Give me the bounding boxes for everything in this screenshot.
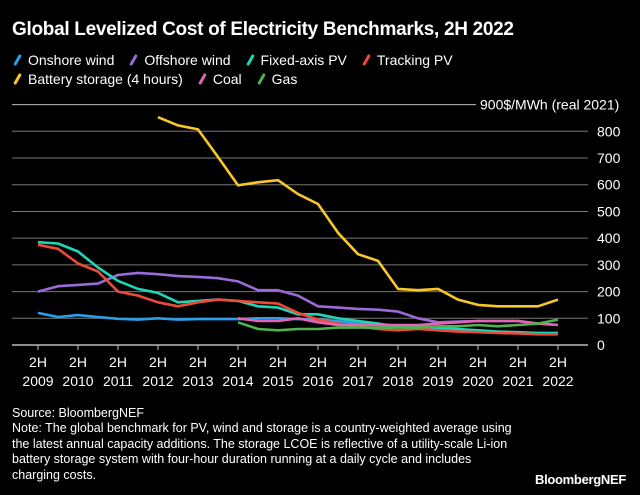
x-tick-label-half: 2H [309, 354, 327, 370]
legend-item-battery-storage: Battery storage (4 hours) [12, 71, 183, 87]
legend-label: Onshore wind [28, 52, 115, 68]
gridlines [12, 104, 588, 346]
legend-label: Fixed-axis PV [260, 52, 347, 68]
legend-row-2: Battery storage (4 hours) Coal Gas [12, 71, 311, 87]
x-tick-label-year: 2018 [382, 373, 413, 389]
legend-label: Battery storage (4 hours) [28, 71, 183, 87]
legend-row-1: Onshore wind Offshore wind Fixed-axis PV… [12, 52, 467, 68]
x-tick-label-half: 2H [229, 354, 247, 370]
y-tick-label: 0 [597, 337, 605, 353]
x-tick-label-half: 2H [149, 354, 167, 370]
bloombergnef-logo: BloombergNEF [534, 472, 626, 487]
x-tick-label-year: 2015 [262, 373, 293, 389]
legend-item-offshore-wind: Offshore wind [128, 52, 231, 68]
legend-item-onshore-wind: Onshore wind [12, 52, 114, 68]
legend-label: Offshore wind [144, 52, 231, 68]
x-tick-label-year: 2013 [182, 373, 213, 389]
x-tick-label-year: 2017 [342, 373, 373, 389]
x-tick-label-year: 2022 [542, 373, 573, 389]
x-tick-label-half: 2H [269, 354, 287, 370]
y-tick-label: 800 [597, 123, 621, 139]
y-tick-label: 600 [597, 177, 621, 193]
x-tick-label-half: 2H [549, 354, 567, 370]
legend-label: Coal [212, 71, 242, 87]
y-tick-label: 700 [597, 150, 621, 166]
x-tick-label-half: 2H [469, 354, 487, 370]
x-tick-label-half: 2H [69, 354, 87, 370]
x-tick-label-half: 2H [389, 354, 407, 370]
legend-item-fixed-axis-pv: Fixed-axis PV [245, 52, 347, 68]
x-tick-label-half: 2H [429, 354, 447, 370]
series-line-gas [237, 318, 559, 332]
x-tick-label-half: 2H [29, 354, 47, 370]
x-tick-label-year: 2016 [302, 373, 333, 389]
legend-label: Tracking PV [376, 52, 453, 68]
x-tick-label-year: 2012 [142, 373, 173, 389]
y-tick-label: 900$/MWh (real 2021) [480, 97, 619, 113]
x-tick-label-year: 2011 [103, 373, 133, 389]
legend-label: Gas [271, 71, 298, 87]
x-tick-label-year: 2014 [222, 373, 253, 389]
x-tick-label-half: 2H [109, 354, 127, 370]
legend-item-coal: Coal [197, 71, 242, 87]
series-line-fixed-axis-pv [37, 240, 558, 335]
y-tick-label: 100 [597, 310, 621, 326]
chart-title: Global Levelized Cost of Electricity Ben… [12, 19, 514, 40]
y-tick-label: 500 [597, 203, 621, 219]
x-tick-labels: 2H 2009 2H 2010 2H 2011 2H 2012 2H 2013 2H 2014 2H 20… [22, 345, 574, 389]
x-tick-label-year: 2019 [422, 373, 453, 389]
source-text: Source: BloombergNEF [12, 406, 145, 420]
x-tick-label-year: 2009 [22, 373, 53, 389]
series-lines [37, 115, 559, 336]
y-tick-labels: 0 100 200 300 400 500 600 700 800 900$/MWh (real … [480, 97, 621, 353]
x-tick-label-year: 2021 [502, 373, 533, 389]
x-tick-label-year: 2020 [462, 373, 493, 389]
series-line-tracking-pv [37, 243, 558, 336]
y-tick-label: 300 [597, 257, 621, 273]
legend-item-tracking-pv: Tracking PV [361, 52, 453, 68]
y-tick-label: 400 [597, 230, 621, 246]
x-tick-label-half: 2H [189, 354, 207, 370]
note-text: Note: The global benchmark for PV, wind … [12, 421, 512, 482]
series-line-coal [237, 316, 559, 327]
x-tick-label-year: 2010 [62, 373, 93, 389]
x-tick-label-half: 2H [509, 354, 527, 370]
legend-item-gas: Gas [256, 71, 298, 87]
series-line-battery-storage-4-hours [157, 115, 559, 308]
x-tick-label-half: 2H [349, 354, 367, 370]
footer: Source: BloombergNEF Note: The global be… [12, 406, 512, 483]
line-chart: 0 100 200 300 400 500 600 700 800 900$/MWh (real … [12, 97, 621, 389]
y-tick-label: 200 [597, 284, 621, 300]
